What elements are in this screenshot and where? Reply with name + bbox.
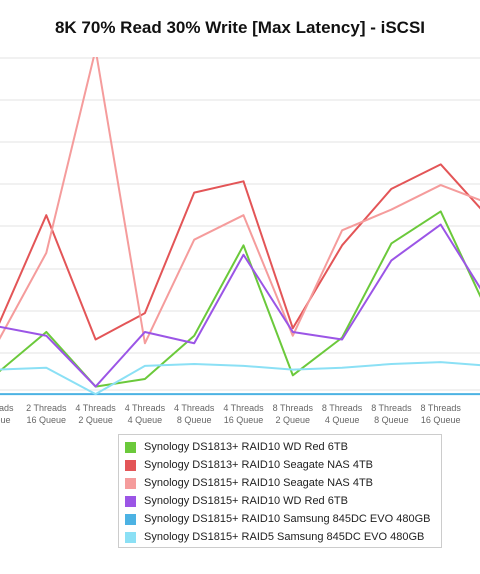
x-tick-label: 4 Threads xyxy=(75,403,116,413)
chart-legend: Synology DS1813+ RAID10 WD Red 6TB Synolo… xyxy=(118,434,442,548)
x-tick-label: 4 Queue xyxy=(128,415,163,425)
legend-label: Synology DS1815+ RAID10 Samsung 845DC EV… xyxy=(144,513,431,525)
legend-label: Synology DS1815+ RAID5 Samsung 845DC EVO… xyxy=(144,531,425,543)
legend-swatch xyxy=(125,531,136,543)
x-tick-label: 4 Queue xyxy=(325,415,360,425)
x-tick-label: 8 Queue xyxy=(374,415,409,425)
series-line-3 xyxy=(0,223,480,388)
x-tick-label: 2 Threads xyxy=(26,403,67,413)
chart-title: 8K 70% Read 30% Write [Max Latency] - iS… xyxy=(54,18,426,37)
legend-label: Synology DS1813+ RAID10 Seagate NAS 4TB xyxy=(144,459,373,471)
x-tick-label: 2 Queue xyxy=(276,415,311,425)
legend-swatch xyxy=(125,441,136,453)
legend-item: Synology DS1815+ RAID10 WD Red 6TB xyxy=(125,492,441,510)
x-tick-label: Threads xyxy=(0,403,14,413)
x-tick-label: 16 Queue xyxy=(224,415,264,425)
x-tick-label: 16 Queue xyxy=(27,415,67,425)
series-line-5 xyxy=(0,361,480,396)
x-tick-label: 4 Threads xyxy=(223,403,264,413)
legend-swatch xyxy=(125,495,136,507)
legend-item: Synology DS1815+ RAID5 Samsung 845DC EVO… xyxy=(125,528,441,546)
x-tick-label: 2 Queue xyxy=(78,415,113,425)
series-line-1 xyxy=(0,163,480,341)
legend-swatch xyxy=(125,513,136,525)
legend-item: Synology DS1815+ RAID10 Samsung 845DC EV… xyxy=(125,510,441,528)
x-tick-label: Queue xyxy=(0,415,11,425)
x-tick-label: 8 Threads xyxy=(273,403,314,413)
x-tick-label: 4 Threads xyxy=(125,403,166,413)
x-tick-label: 8 Threads xyxy=(421,403,462,413)
series-line-2 xyxy=(0,57,480,345)
legend-swatch xyxy=(125,459,136,471)
series-line-0 xyxy=(0,210,480,388)
grid-lines xyxy=(0,57,480,391)
legend-label: Synology DS1815+ RAID10 Seagate NAS 4TB xyxy=(144,477,373,489)
x-tick-label: 4 Threads xyxy=(174,403,215,413)
legend-swatch xyxy=(125,477,136,489)
x-tick-label: 8 Queue xyxy=(177,415,212,425)
legend-label: Synology DS1813+ RAID10 WD Red 6TB xyxy=(144,441,348,453)
x-tick-label: 16 Queue xyxy=(421,415,461,425)
legend-item: Synology DS1813+ RAID10 Seagate NAS 4TB xyxy=(125,456,441,474)
x-tick-label: 8 Threads xyxy=(322,403,363,413)
legend-item: Synology DS1815+ RAID10 Seagate NAS 4TB xyxy=(125,474,441,492)
x-axis-ticks: Threads Queue 2 Threads 16 Queue 4 Threads 2 … xyxy=(0,403,462,425)
x-tick-label: 8 Threads xyxy=(371,403,412,413)
legend-label: Synology DS1815+ RAID10 WD Red 6TB xyxy=(144,495,348,507)
legend-item: Synology DS1813+ RAID10 WD Red 6TB xyxy=(125,438,441,456)
series-layer xyxy=(0,57,480,396)
